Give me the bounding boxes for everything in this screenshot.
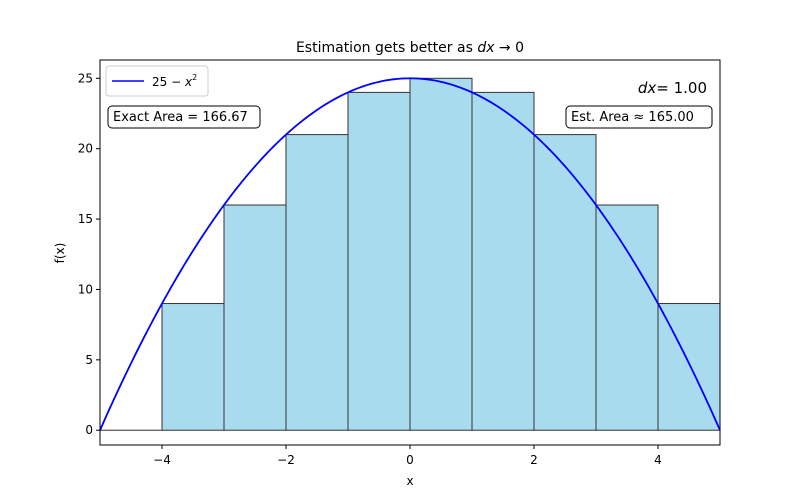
x-tick-label: 4 (654, 453, 662, 467)
exact-area-box (107, 105, 261, 129)
bar-1 (161, 303, 225, 431)
y-axis-label: f(x) (53, 243, 67, 264)
bar-4 (347, 91, 411, 431)
x-tick-label: −2 (277, 453, 295, 467)
y-tick-label: 0 (85, 423, 93, 437)
bar-3 (285, 134, 349, 431)
curve-layer (99, 77, 721, 431)
est-area-annotation: Est. Area ≈ 165.00 (565, 105, 713, 129)
bar-7 (533, 134, 597, 431)
x-axis-label: x (406, 474, 413, 488)
x-tick-label: 2 (530, 453, 538, 467)
legend: 25 − x2 (105, 65, 209, 97)
bar-5 (409, 77, 473, 431)
exact-area-annotation: Exact Area = 166.67 (107, 105, 261, 129)
y-tick-label: 5 (85, 353, 93, 367)
dx-annotation: dx= 1.00 (638, 79, 707, 97)
curve-line (99, 77, 721, 431)
y-tick-label: 25 (78, 71, 93, 85)
bar-6 (471, 91, 535, 431)
y-tick-label: 10 (78, 282, 93, 296)
y-ticks: 0 5 10 15 20 25 (78, 71, 100, 437)
y-tick-label: 15 (78, 212, 93, 226)
legend-box (105, 65, 209, 97)
bar-8 (595, 204, 659, 431)
chart-title: Estimation gets better as dx → 0 (296, 40, 524, 56)
y-tick-label: 20 (78, 142, 93, 156)
x-ticks: −4 −2 0 2 4 (153, 445, 662, 467)
est-area-text: Est. Area ≈ 165.00 (571, 110, 694, 125)
bars-layer (99, 77, 721, 431)
legend-label: 25 − x2 (152, 73, 197, 89)
bar-2 (223, 204, 287, 431)
est-area-box (565, 105, 713, 129)
exact-area-text: Exact Area = 166.67 (113, 110, 248, 125)
x-tick-label: 0 (406, 453, 414, 467)
x-tick-label: −4 (153, 453, 171, 467)
